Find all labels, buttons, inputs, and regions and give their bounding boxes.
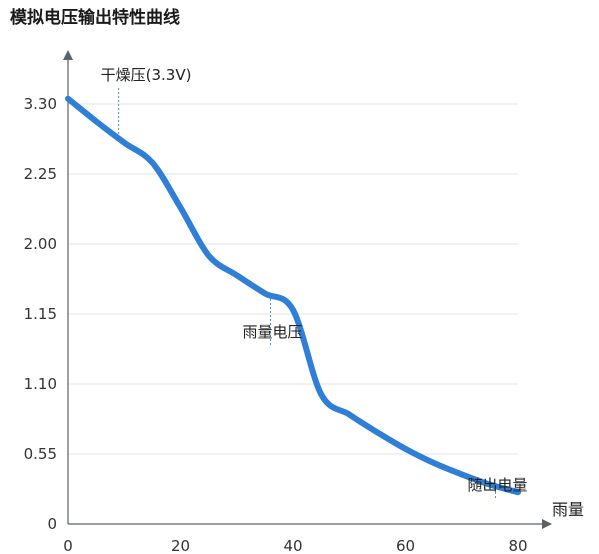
- axes: [63, 50, 552, 529]
- series-line: [65, 95, 521, 496]
- x-tick-labels: 0 20 40 60 80: [63, 537, 527, 554]
- y-tick-label: 2.00: [24, 235, 57, 253]
- x-tick-label: 40: [283, 537, 302, 554]
- x-axis-arrow-icon: [542, 519, 552, 529]
- y-tick-labels: 0 0.55 1.10 1.15 2.00 2.25 3.30: [24, 95, 57, 533]
- y-tick-label: 3.30: [24, 95, 57, 113]
- x-tick-label: 80: [508, 537, 527, 554]
- chart-title: 模拟电压输出特性曲线: [10, 7, 180, 28]
- x-axis-label: 雨量: [552, 500, 584, 519]
- y-tick-label: 0.55: [24, 445, 57, 463]
- annotation-leaders: [118, 88, 496, 498]
- annotation-label: 随出电量: [468, 476, 528, 494]
- annotation-label: 干燥压(3.3V): [101, 66, 192, 84]
- y-tick-label: 1.15: [24, 305, 57, 323]
- x-tick-label: 0: [63, 537, 73, 554]
- y-tick-label: 2.25: [24, 165, 57, 183]
- x-tick-label: 20: [171, 537, 190, 554]
- x-tick-label: 60: [396, 537, 415, 554]
- y-tick-label: 1.10: [24, 375, 57, 393]
- y-axis-arrow-icon: [63, 50, 73, 60]
- series-layer: [65, 95, 521, 496]
- annotation-label: 雨量电压: [243, 323, 303, 341]
- grid: [68, 103, 518, 455]
- y-tick-label: 0: [47, 515, 57, 533]
